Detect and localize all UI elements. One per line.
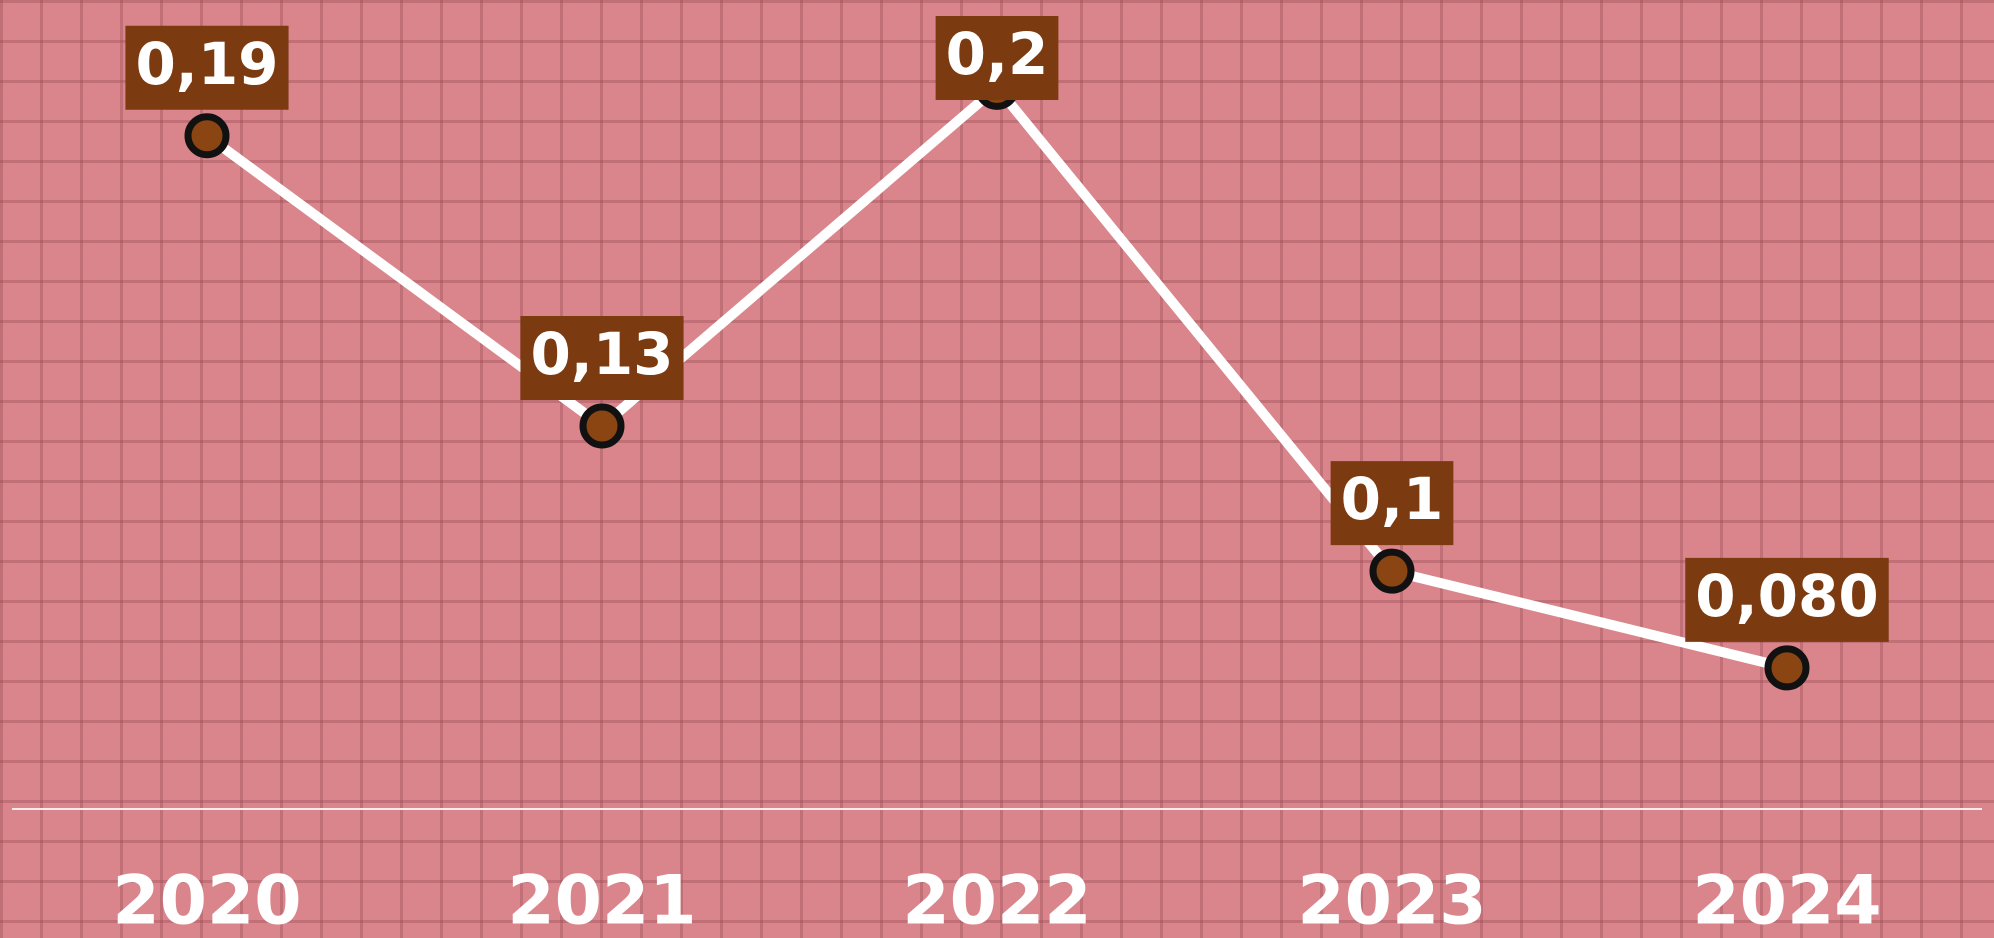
x-tick-label: 2021 [507,862,696,938]
chart: 0,19 0,13 0,2 0,1 0,080 2020 2021 2022 2023 2024 [0,0,1994,938]
value-label: 0,19 [135,30,278,98]
value-label: 0,1 [1341,465,1444,533]
line [207,87,1787,668]
x-tick-label: 2023 [1297,862,1486,938]
marker [1768,649,1806,687]
marker [1373,552,1411,590]
value-label: 0,13 [530,320,673,388]
marker [188,117,226,155]
page: {"chart_data": {"type": "line", "categor… [0,0,1994,938]
value-label: 0,080 [1695,562,1878,630]
x-tick-label: 2022 [902,862,1091,938]
marker [583,407,621,445]
value-label: 0,2 [946,20,1049,88]
x-tick-label: 2024 [1692,862,1881,938]
x-tick-label: 2020 [112,862,301,938]
